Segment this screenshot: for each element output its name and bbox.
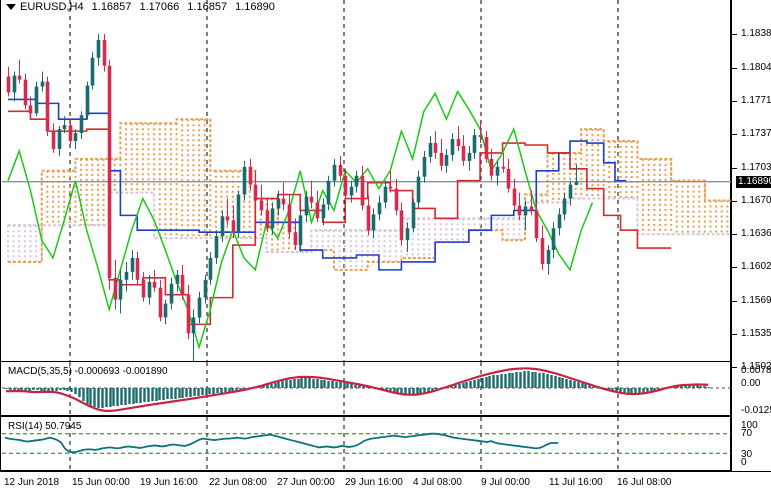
rsi-svg	[2, 417, 731, 470]
price-tick	[732, 367, 737, 368]
time-axis-label: 15 Jun 00:00	[72, 477, 130, 488]
time-axis-label: 16 Jul 08:00	[617, 477, 672, 488]
price-axis-label: 1.15020	[741, 361, 771, 372]
price-tick	[732, 68, 737, 69]
rsi-axis-label: 70	[741, 428, 753, 439]
macd-svg	[2, 362, 731, 415]
macd-axis-label: 0.00	[741, 378, 761, 389]
time-axis-label: 27 Jun 00:00	[277, 477, 335, 488]
price-axis-label: 1.15690	[741, 295, 771, 306]
chevron-down-icon[interactable]	[6, 4, 16, 10]
price-tick	[732, 101, 737, 102]
rsi-plot-area	[2, 417, 731, 470]
macd-axis-label: 0.007804	[741, 365, 771, 376]
price-tick	[732, 334, 737, 335]
rsi-axis-label: 100	[741, 420, 758, 431]
price-axis-label: 1.15350	[741, 328, 771, 339]
rsi-axis-label: 30	[741, 449, 753, 460]
symbol-ohlc-readout: EURUSD,H4 1.16857 1.17066 1.16857 1.1689…	[20, 1, 280, 13]
price-axis-label: 1.16020	[741, 261, 771, 272]
price-tick	[732, 201, 737, 202]
price-tick	[732, 267, 737, 268]
rsi-axis-label: 0	[741, 457, 747, 468]
time-axis-label: 4 Jul 08:00	[413, 477, 462, 488]
time-axis-label: 19 Jun 16:00	[140, 477, 198, 488]
rsi-panel[interactable]: RSI(14) 50.7945	[0, 416, 731, 471]
time-axis-label: 29 Jun 16:00	[345, 477, 403, 488]
price-svg	[2, 0, 731, 361]
price-axis-label: 1.17030	[741, 162, 771, 173]
price-tick	[732, 34, 737, 35]
macd-title: MACD(5,35,5) -0.000693 -0.001890	[8, 366, 168, 377]
price-plot-area	[2, 0, 731, 361]
current-price-tag: 1.16890	[736, 175, 771, 188]
price-axis-label: 1.17370	[741, 128, 771, 139]
macd-panel[interactable]: MACD(5,35,5) -0.000693 -0.001890	[0, 361, 731, 416]
macd-plot-area	[2, 362, 731, 415]
close-value: 1.16890	[235, 1, 275, 13]
chart-header: EURUSD,H4 1.16857 1.17066 1.16857 1.1689…	[0, 0, 771, 16]
price-tick	[732, 134, 737, 135]
time-axis-label: 9 Jul 00:00	[481, 477, 530, 488]
macd-axis-label: -0.012566	[741, 405, 771, 416]
open-value: 1.16857	[91, 1, 132, 13]
high-value: 1.17066	[139, 1, 180, 13]
time-axis-label: 22 Jun 08:00	[209, 477, 267, 488]
symbol-label: EURUSD,H4	[20, 1, 84, 13]
time-axis[interactable]: 12 Jun 2018 15 Jun 00:00 19 Jun 16:00 22 Ju…	[0, 471, 771, 493]
rsi-title: RSI(14) 50.7945	[8, 421, 82, 432]
price-axis-label: 1.17710	[741, 95, 771, 106]
price-tick	[732, 234, 737, 235]
low-value: 1.16857	[187, 1, 228, 13]
price-axis-label: 1.18040	[741, 62, 771, 73]
price-axis-label: 1.16700	[741, 195, 771, 206]
price-tick	[732, 301, 737, 302]
price-tick	[732, 168, 737, 169]
time-axis-label: 11 Jul 16:00	[549, 477, 603, 488]
price-axis-label: 1.16360	[741, 228, 771, 239]
price-axis-label: 1.18380	[741, 28, 771, 39]
price-axis[interactable]: 1.18380 1.18040 1.17710 1.17370 1.17030 1.167…	[731, 0, 771, 471]
price-chart-panel[interactable]	[0, 0, 731, 361]
time-axis-label: 12 Jun 2018	[4, 477, 60, 488]
